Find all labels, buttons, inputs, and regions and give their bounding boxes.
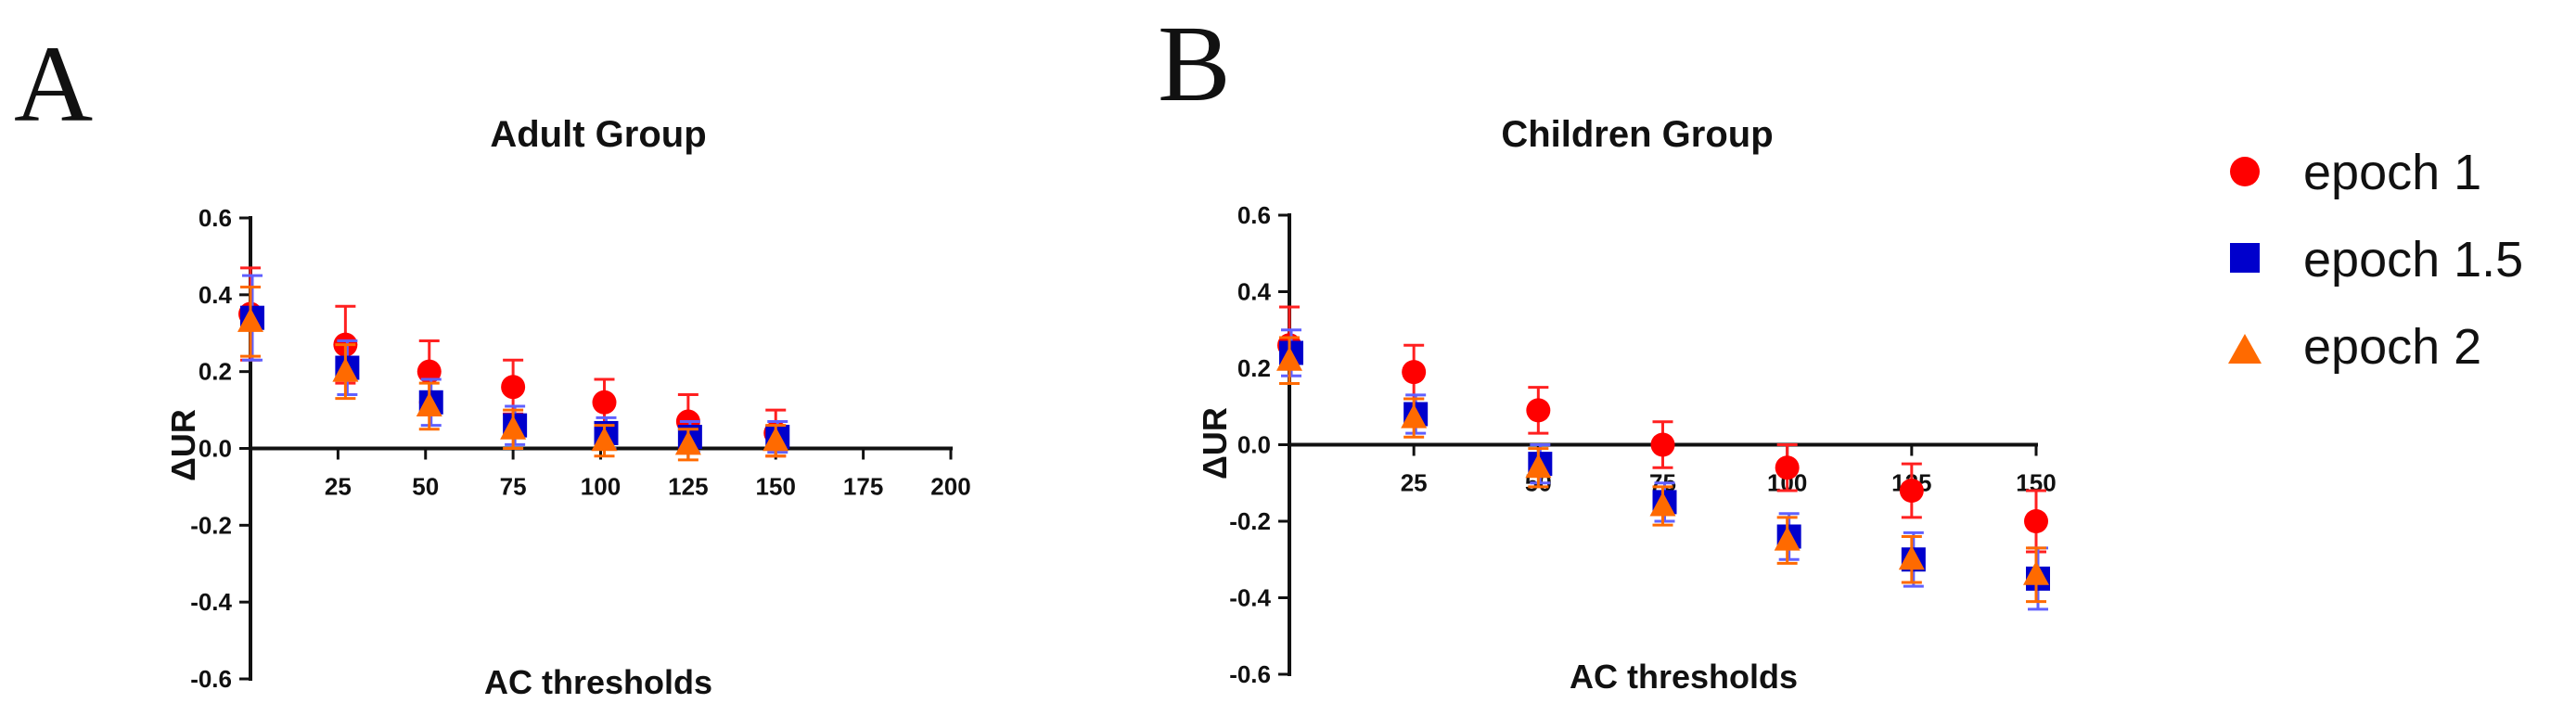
y-tick-label: -0.6 bbox=[190, 665, 232, 693]
data-point-triangle bbox=[416, 391, 442, 416]
series-epoch-2 bbox=[1277, 305, 2048, 554]
x-tick-label: 150 bbox=[756, 473, 796, 501]
data-point-triangle bbox=[1525, 454, 1552, 479]
legend-item-epoch-2: epoch 2 bbox=[2228, 319, 2481, 375]
legend-label: epoch 2 bbox=[2303, 319, 2481, 375]
data-point-triangle bbox=[591, 427, 618, 452]
y-tick-label: -0.2 bbox=[190, 511, 232, 539]
legend-label: epoch 1.5 bbox=[2303, 232, 2523, 288]
series-epoch-1 bbox=[1276, 336, 2049, 604]
chart-title-children: Children Group bbox=[1501, 114, 1773, 155]
x-tick-label: 100 bbox=[581, 473, 621, 501]
panel-adult-group: A Adult Group ΔUR AC thresholds 0.60.40.… bbox=[14, 23, 971, 701]
data-point-triangle bbox=[500, 415, 527, 440]
x-tick-label: 25 bbox=[325, 473, 352, 501]
data-point-triangle bbox=[1401, 403, 1428, 428]
marks-adult bbox=[237, 266, 790, 462]
x-tick-label: 50 bbox=[412, 473, 439, 501]
y-tick-label: -0.2 bbox=[1229, 507, 1271, 535]
y-tick-label: -0.6 bbox=[1229, 660, 1271, 688]
data-point-triangle bbox=[1276, 346, 1302, 371]
y-tick-label: -0.4 bbox=[1229, 584, 1271, 612]
data-point-circle bbox=[417, 359, 442, 384]
legend-marker-circle bbox=[2230, 157, 2260, 186]
data-point-circle bbox=[1526, 398, 1551, 423]
data-point-circle bbox=[1402, 360, 1427, 385]
y-tick-label: 0.6 bbox=[199, 204, 232, 232]
x-tick-label: 175 bbox=[843, 473, 883, 501]
y-axis-label-adult: ΔUR bbox=[164, 409, 202, 481]
legend-marker-square bbox=[2230, 243, 2260, 273]
x-axis-label-children: AC thresholds bbox=[1570, 658, 1798, 696]
data-point-circle bbox=[501, 375, 526, 400]
legend-label: epoch 1 bbox=[2303, 145, 2481, 200]
x-tick-label: 125 bbox=[668, 473, 708, 501]
legend: epoch 1 epoch 1.5 epoch 2 bbox=[2228, 145, 2523, 375]
y-axis-label-children: ΔUR bbox=[1196, 407, 1234, 479]
y-tick-label: 0.0 bbox=[1237, 431, 1271, 459]
data-point-triangle bbox=[332, 357, 359, 382]
y-tick-label: 0.2 bbox=[1237, 354, 1271, 382]
legend-item-epoch-1: epoch 1 bbox=[2230, 145, 2481, 200]
series-epoch-1 bbox=[237, 286, 789, 462]
data-point-circle bbox=[592, 390, 617, 415]
data-point-circle bbox=[1775, 455, 1800, 480]
legend-marker-triangle bbox=[2228, 334, 2262, 364]
x-tick-label: 75 bbox=[500, 473, 527, 501]
data-point-triangle bbox=[1649, 492, 1676, 517]
x-tick-label: 25 bbox=[1401, 469, 1428, 497]
data-point-circle bbox=[1650, 432, 1675, 457]
data-point-triangle bbox=[1774, 526, 1801, 551]
y-tick-label: 0.6 bbox=[1237, 201, 1271, 229]
data-point-triangle bbox=[763, 427, 789, 452]
panel-letter-b: B bbox=[1158, 3, 1231, 124]
axes-adult: 0.6 0.4 0.2 0.0 -0.2 -0.4 -0.6 25 50 75 100 125 150 1… bbox=[190, 204, 971, 693]
data-point-triangle bbox=[2023, 560, 2049, 585]
x-tick-label: 200 bbox=[930, 473, 970, 501]
data-point-circle bbox=[1899, 479, 1924, 503]
chart-title-adult: Adult Group bbox=[490, 114, 706, 155]
panel-letter-a: A bbox=[14, 23, 93, 145]
data-point-triangle bbox=[674, 430, 701, 455]
legend-item-epoch-1-5: epoch 1.5 bbox=[2230, 232, 2523, 288]
y-tick-label: 0.4 bbox=[199, 281, 233, 309]
data-point-triangle bbox=[237, 307, 263, 332]
y-tick-label: 0.4 bbox=[1237, 278, 1272, 306]
y-tick-label: 0.0 bbox=[199, 435, 232, 463]
y-tick-label: 0.2 bbox=[199, 358, 232, 386]
x-axis-label-adult: AC thresholds bbox=[484, 663, 712, 701]
panel-children-group: B Children Group ΔUR AC thresholds 0.6 0.… bbox=[1158, 3, 2057, 696]
data-point-triangle bbox=[1898, 545, 1925, 570]
marks-children bbox=[1276, 305, 2050, 611]
y-tick-label: -0.4 bbox=[190, 588, 232, 616]
data-point-circle bbox=[2024, 509, 2048, 533]
